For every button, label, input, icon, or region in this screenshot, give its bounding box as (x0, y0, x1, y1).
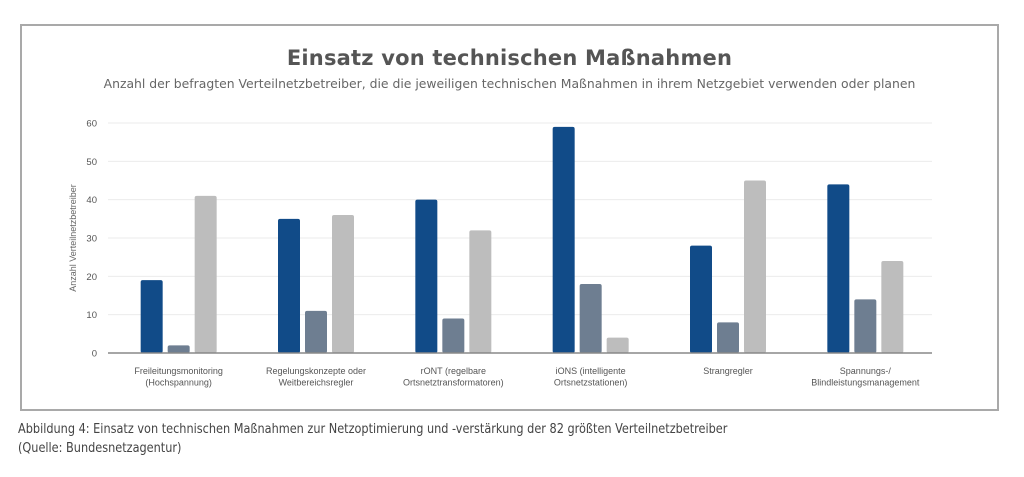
y-tick-label: 0 (92, 349, 97, 360)
bar-3-1 (194, 195, 217, 353)
y-tick-label: 30 (86, 234, 97, 245)
x-tick-label: iONS (intelligente Ortsnetzstationen) (554, 366, 628, 388)
x-tick-label: Freileitungsmonitoring (Hochspannung) (134, 366, 223, 388)
x-tick-label: Regelungskonzepte oder Weitbereichsregler (266, 366, 366, 388)
x-axis-labels: Freileitungsmonitoring (Hochspannung) Rege… (134, 366, 919, 388)
y-tick-label: 10 (86, 310, 97, 321)
caption-line-1: Abbildung 4: Einsatz von technischen Maß… (18, 421, 728, 437)
bar-1-1 (140, 280, 163, 353)
bar-1-3 (415, 199, 438, 353)
y-axis-label: Anzahl Verteilnetzbetreiber (68, 184, 78, 292)
y-tick-label: 40 (86, 195, 97, 206)
x-tick-label: rONT (regelbare Ortsnetztransformatoren) (403, 366, 504, 388)
bar-1-5 (690, 245, 712, 353)
bar-2-5 (717, 322, 739, 353)
chart-subtitle: Anzahl der befragten Verteilnetzbetreibe… (103, 76, 916, 91)
bar-2-4 (579, 284, 602, 353)
bar-3-3 (469, 230, 492, 353)
x-tick-label: Strangregler (703, 366, 753, 376)
y-tick-label: 60 (86, 119, 97, 130)
bar-3-5 (744, 180, 766, 353)
x-tick-label: Spannungs-/Blindleistungsmanagement (811, 366, 920, 388)
bar-2-6 (854, 299, 877, 353)
bar-2-2 (305, 310, 327, 353)
bar-2-1 (167, 345, 190, 353)
bar-3-6 (881, 261, 904, 353)
y-tick-label: 20 (86, 272, 97, 283)
bar-1-4 (552, 126, 575, 353)
bar-3-4 (606, 337, 629, 353)
y-tick-label: 50 (86, 157, 97, 168)
bar-chart: 0 10 20 30 40 50 60 Anzahl Verteilnetzbetreibe… (68, 119, 932, 388)
figure-caption: Abbildung 4: Einsatz von technischen Maß… (18, 420, 727, 458)
caption-line-2: (Quelle: Bundesnetzagentur) (18, 440, 182, 456)
bars (140, 126, 904, 353)
bar-3-2 (332, 215, 354, 353)
bar-2-3 (442, 318, 465, 353)
bar-1-6 (827, 184, 850, 353)
bar-1-2 (278, 218, 300, 353)
gridlines (108, 122, 932, 316)
y-axis-ticks: 0 10 20 30 40 50 60 (86, 119, 97, 360)
chart-title: Einsatz von technischen Maßnahmen (286, 46, 733, 70)
